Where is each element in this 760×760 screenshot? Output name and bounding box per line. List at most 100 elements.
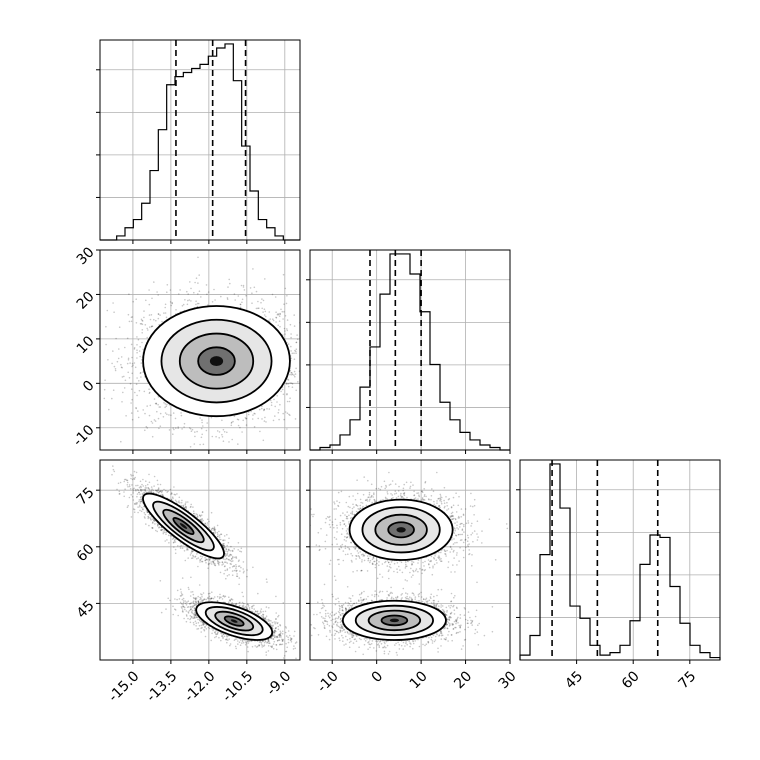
scatter-point — [149, 491, 152, 494]
scatter-point — [206, 522, 209, 524]
scatter-point — [308, 375, 310, 377]
scatter-point — [147, 487, 150, 490]
scatter-point — [244, 417, 247, 419]
scatter-point — [174, 552, 177, 555]
scatter-point — [161, 320, 163, 323]
scatter-point — [168, 542, 170, 544]
scatter-point — [229, 282, 231, 285]
scatter-point — [200, 557, 203, 560]
scatter-point — [157, 417, 160, 420]
scatter-point — [147, 515, 149, 518]
scatter-point — [125, 415, 127, 417]
scatter-point — [153, 519, 155, 522]
scatter-point — [140, 362, 143, 364]
scatter-point — [139, 323, 142, 325]
scatter-point — [188, 299, 191, 301]
scatter-point — [232, 420, 234, 423]
scatter-point — [192, 510, 195, 512]
scatter-point — [138, 380, 140, 382]
scatter-point — [138, 350, 141, 352]
scatter-point — [177, 426, 179, 428]
scatter-point — [128, 496, 131, 499]
scatter-point — [123, 480, 125, 483]
scatter-point — [184, 299, 186, 301]
scatter-point — [131, 362, 134, 365]
scatter-point — [157, 524, 159, 526]
scatter-point — [147, 329, 149, 331]
scatter-point — [133, 508, 136, 511]
scatter-point — [141, 483, 143, 486]
scatter-point — [118, 348, 120, 350]
scatter-point — [155, 403, 158, 405]
scatter-point — [151, 488, 153, 491]
scatter-point — [230, 550, 232, 552]
scatter-point — [180, 414, 183, 417]
scatter-point — [153, 520, 156, 522]
scatter-point — [180, 504, 183, 507]
scatter-point — [186, 548, 188, 550]
scatter-point — [157, 489, 160, 492]
scatter-point — [103, 388, 106, 391]
scatter-point — [200, 296, 202, 298]
scatter-point — [228, 549, 230, 552]
scatter-point — [214, 532, 217, 534]
scatter-point — [173, 540, 176, 542]
scatter-point — [277, 411, 280, 414]
scatter-point — [291, 373, 294, 376]
scatter-point — [147, 516, 150, 518]
scatter-point — [194, 556, 196, 558]
scatter-point — [306, 393, 308, 395]
scatter-point — [262, 299, 265, 302]
scatter-point — [143, 310, 145, 312]
scatter-point — [173, 537, 175, 539]
scatter-point — [140, 498, 142, 501]
scatter-point — [205, 558, 207, 561]
scatter-point — [238, 577, 241, 579]
scatter-point — [156, 491, 159, 493]
scatter-point — [140, 496, 143, 498]
scatter-point — [189, 428, 192, 430]
scatter-point — [293, 370, 296, 373]
scatter-point — [252, 268, 254, 270]
scatter-point — [107, 359, 109, 361]
scatter-point — [156, 525, 159, 527]
scatter-point — [316, 386, 318, 388]
scatter-point — [196, 513, 198, 516]
scatter-point — [296, 338, 299, 341]
scatter-point — [275, 321, 277, 323]
scatter-point — [208, 520, 210, 523]
scatter-point — [207, 455, 209, 457]
scatter-point — [262, 439, 265, 442]
scatter-point — [121, 376, 124, 378]
scatter-point — [202, 443, 205, 446]
scatter-point — [246, 575, 248, 578]
scatter-point — [192, 554, 194, 557]
scatter-point — [278, 409, 280, 411]
scatter-point — [187, 299, 189, 302]
scatter-point — [206, 422, 208, 424]
scatter-point — [221, 561, 224, 564]
scatter-point — [214, 564, 217, 567]
scatter-point — [156, 479, 159, 482]
scatter-point — [135, 471, 138, 474]
scatter-point — [139, 505, 141, 508]
scatter-point — [288, 413, 290, 416]
scatter-point — [141, 319, 143, 322]
scatter-point — [200, 436, 203, 439]
scatter-point — [148, 481, 151, 484]
scatter-point — [302, 349, 304, 351]
scatter-point — [150, 519, 152, 521]
scatter-point — [210, 416, 213, 419]
scatter-point — [183, 550, 186, 552]
scatter-point — [199, 561, 201, 563]
scatter-point — [171, 493, 173, 495]
scatter-point — [264, 416, 266, 419]
scatter-point — [250, 410, 252, 413]
scatter-point — [112, 389, 115, 392]
histogram-panel-p1 — [306, 249, 511, 454]
scatter-point — [187, 549, 189, 551]
scatter-point — [276, 395, 279, 397]
scatter-point — [159, 314, 161, 316]
scatter-point — [228, 555, 231, 557]
scatter-point — [220, 533, 222, 536]
